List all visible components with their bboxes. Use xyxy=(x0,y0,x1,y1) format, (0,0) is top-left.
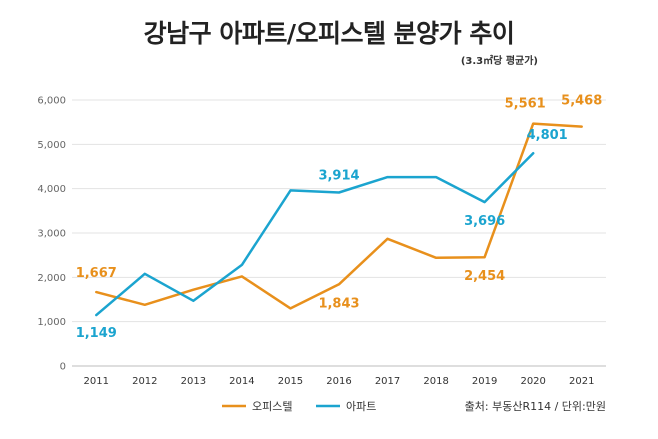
x-tick-label: 2018 xyxy=(423,376,448,387)
x-tick-label: 2019 xyxy=(472,376,497,387)
y-axis-ticks: 0 1,000 2,000 3,000 4,000 5,000 6,000 xyxy=(37,96,66,373)
y-tick-label: 5,000 xyxy=(37,140,66,151)
data-label: 1,843 xyxy=(318,296,359,311)
x-tick-label: 2017 xyxy=(375,376,400,387)
y-tick-label: 3,000 xyxy=(37,229,66,240)
data-label: 5,468 xyxy=(561,94,602,109)
x-tick-label: 2020 xyxy=(520,376,545,387)
data-label: 1,667 xyxy=(76,266,117,281)
x-tick-label: 2021 xyxy=(569,376,594,387)
x-tick-label: 2013 xyxy=(181,376,206,387)
x-tick-label: 2016 xyxy=(326,376,351,387)
x-tick-label: 2015 xyxy=(278,376,303,387)
data-label: 1,149 xyxy=(76,326,117,341)
data-label: 2,454 xyxy=(464,269,505,284)
chart-title: 강남구 아파트/오피스텔 분양가 추이 xyxy=(143,19,515,48)
series-line xyxy=(95,151,535,317)
data-label: 5,561 xyxy=(505,97,546,112)
data-label: 4,801 xyxy=(527,128,568,143)
y-tick-label: 6,000 xyxy=(37,96,66,107)
data-label: 3,914 xyxy=(318,168,359,183)
x-tick-label: 2011 xyxy=(84,376,109,387)
legend-label-apartment: 아파트 xyxy=(346,400,376,413)
grid-lines xyxy=(72,99,606,367)
data-label: 3,696 xyxy=(464,214,505,229)
legend: 오피스텔 아파트 xyxy=(222,400,376,413)
series-line xyxy=(95,122,583,310)
series-lines xyxy=(95,122,583,317)
legend-label-officetel: 오피스텔 xyxy=(252,400,292,413)
y-tick-label: 1,000 xyxy=(37,317,66,328)
x-tick-label: 2014 xyxy=(229,376,254,387)
y-tick-label: 4,000 xyxy=(37,184,66,195)
chart-subtitle: (3.3㎡당 평균가) xyxy=(460,56,538,67)
x-axis-ticks: 2011 2012 2013 2014 2015 2016 2017 2018 2019 2020… xyxy=(84,376,595,387)
x-tick-label: 2012 xyxy=(132,376,157,387)
data-labels: 1,667 1,843 2,454 5,561 5,468 1,149 3,914 3,696… xyxy=(76,94,603,341)
source-note: 출처: 부동산R114 / 단위:만원 xyxy=(465,400,606,413)
y-tick-label: 2,000 xyxy=(37,273,66,284)
y-tick-label: 0 xyxy=(60,362,66,373)
